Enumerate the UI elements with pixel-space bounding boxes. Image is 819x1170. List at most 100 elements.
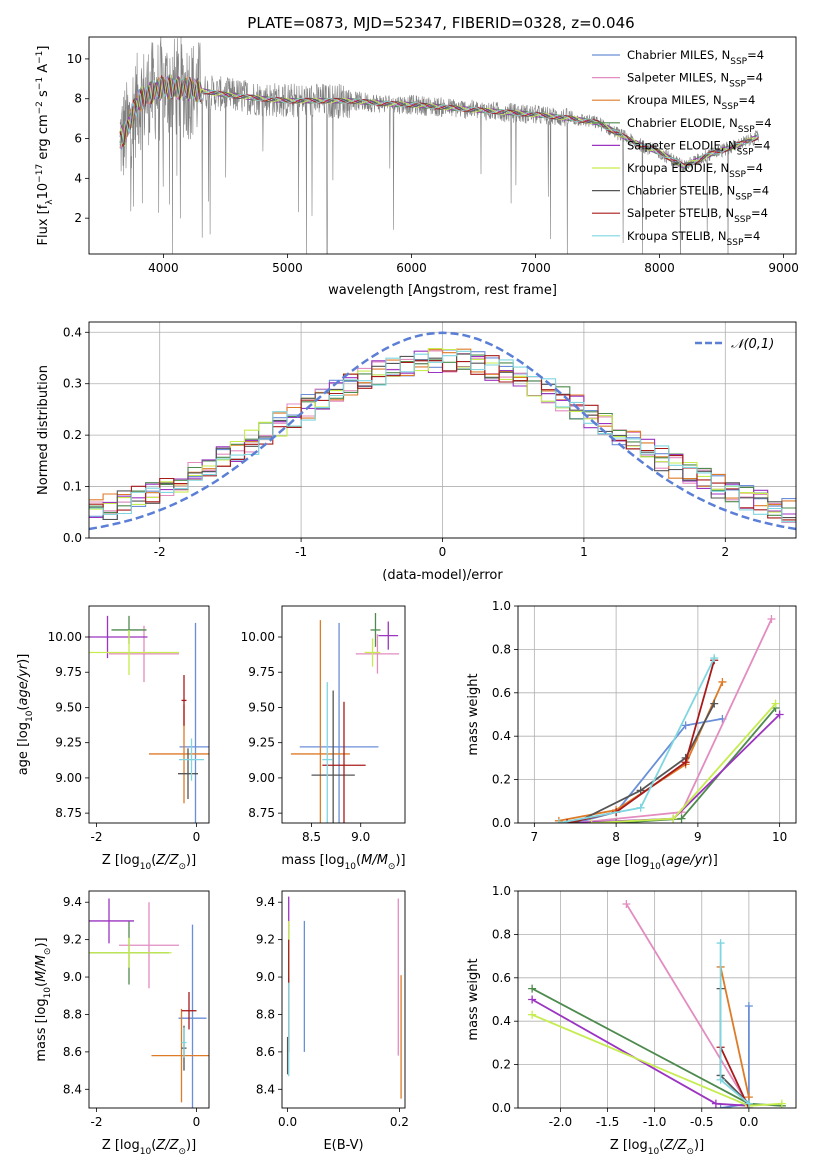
age-vs-metallicity-plot-area [89, 615, 209, 823]
y-tick-label: 9.0 [256, 970, 275, 984]
y-tick-label: 0.8 [492, 927, 511, 941]
y-tick-label: 0.1 [63, 480, 82, 494]
x-axis-label: E(B-V) [323, 1138, 363, 1153]
mass-vs-metallicity-frame [88, 890, 210, 1109]
weight-point-marker [767, 615, 776, 624]
weight-point-marker [771, 699, 780, 708]
y-tick-label: 8 [74, 92, 82, 106]
errorbar-point [355, 634, 400, 674]
weight-point-marker [718, 677, 727, 686]
y-tick-label: 0.6 [492, 686, 511, 700]
errorbar-point [181, 675, 187, 726]
errorbar-point [119, 902, 179, 989]
errorbar-point [322, 701, 366, 823]
y-tick-label: 0.6 [492, 971, 511, 985]
x-tick-label: 9000 [768, 261, 799, 275]
errorbar-point [181, 1027, 187, 1058]
errorbar-point [89, 937, 172, 968]
x-tick-label: 7000 [520, 261, 551, 275]
x-axis-label: Z [log10(Z/Z⊙)] [610, 1138, 704, 1157]
x-tick-label: 2 [721, 545, 729, 559]
age-vs-mass-frame [281, 605, 406, 824]
y-tick-label: 9.2 [256, 933, 275, 947]
x-tick-label: 7 [531, 830, 539, 844]
errorbar-point [181, 992, 197, 1030]
mass-vs-metallicity-plot-area [89, 898, 209, 1108]
weight-vs-metallicity-panel: -2.0 -1.5 -1.0 -0.5 0.0 0.0 0.2 0.4 0.6 0.8 1.0 Z [… [466, 884, 797, 1157]
y-tick-label: 8.75 [248, 806, 275, 820]
errorbar-point [299, 622, 379, 823]
weight-point-marker [775, 710, 784, 719]
x-axis-label: Z [log10(Z/Z⊙)] [102, 853, 196, 872]
errorbar-point [290, 620, 350, 823]
weight-series-line [625, 903, 750, 1107]
spectrum-frame [88, 36, 797, 255]
y-axis-label: age [log10(age/yr)] [16, 654, 35, 776]
histogram-miles-kroupa [89, 348, 796, 507]
weight-point-marker [528, 984, 537, 993]
weight-point-marker [636, 803, 645, 812]
weight-point-marker [528, 995, 537, 1004]
y-tick-label: 2 [74, 211, 82, 225]
weight-series-line [531, 1013, 782, 1107]
y-tick-label: 8.6 [256, 1045, 275, 1059]
weight-point-marker [554, 819, 563, 823]
figure-title: PLATE=0873, MJD=52347, FIBERID=0328, z=0… [247, 14, 634, 32]
y-tick-label: 9.25 [248, 736, 275, 750]
legend-entry: Salpeter MILES, NSSP=4 [627, 71, 763, 90]
x-tick-label: 0.0 [739, 1115, 758, 1129]
spectrum-plot-area [119, 37, 759, 254]
weight-point-marker [716, 939, 725, 948]
y-tick-label: 9.75 [55, 665, 82, 679]
y-tick-label: 0.2 [492, 773, 511, 787]
y-axis-label: Normed distribution [36, 365, 51, 495]
y-tick-label: 0.4 [492, 729, 511, 743]
x-tick-label: 0.2 [390, 1115, 409, 1129]
normal-reference-curve [89, 331, 796, 531]
x-tick-label: -0.5 [690, 1115, 713, 1129]
y-tick-label: 9.00 [248, 771, 275, 785]
x-tick-label: -1.5 [596, 1115, 619, 1129]
age-vs-mass-panel: 8.5 9.0 8.75 9.00 9.25 9.50 9.75 10.00 mass [log… [241, 605, 406, 872]
age-vs-metallicity-panel: -2 0 8.75 9.00 9.25 9.50 9.75 10.00 Z [log10(Z/Z… [16, 605, 210, 872]
legend-entry: 𝒩(0,1) [731, 337, 774, 352]
weight-point-marker [636, 786, 645, 795]
residuals-plot-area [89, 331, 796, 531]
y-tick-label: 0.0 [492, 1101, 511, 1115]
mass-vs-extinction-panel: 0.0 0.2 8.4 8.6 8.8 9.0 9.2 9.4 E(B-V) [256, 890, 409, 1153]
residuals-panel: -2 -1 0 1 2 0.0 0.1 0.2 0.3 0.4 𝒩(0,1) (data-model)… [36, 321, 797, 583]
weight-vs-age-panel: 7 8 9 10 0.0 0.2 0.4 0.6 0.8 1.0 age [log10(age/yr… [466, 599, 797, 872]
x-tick-label: 0 [439, 545, 447, 559]
legend-entry: Chabrier MILES, NSSP=4 [627, 48, 764, 67]
errorbar-point [179, 622, 209, 823]
y-axis-label: mass weight [466, 673, 481, 755]
weight-vs-metallicity-frame [517, 890, 797, 1109]
x-tick-label: -2.0 [549, 1115, 572, 1129]
y-tick-label: 0.3 [63, 377, 82, 391]
weight-point-marker [710, 654, 719, 663]
y-tick-label: 9.00 [55, 771, 82, 785]
x-tick-label: 8.5 [302, 830, 321, 844]
weight-point-marker [777, 1099, 786, 1108]
y-tick-label: 10 [67, 52, 82, 66]
weight-point-marker [528, 1010, 537, 1019]
histogram-stelib-salpeter [89, 355, 796, 521]
errorbar-point [370, 613, 381, 647]
y-axis-label: mass [log10(M/M⊙)] [34, 937, 53, 1061]
x-tick-label: -2 [91, 1115, 103, 1129]
y-tick-label: 10.00 [48, 630, 82, 644]
histogram-elodie-salpeter [89, 350, 796, 519]
weight-point-marker [716, 1075, 725, 1084]
residuals-frame [88, 321, 797, 539]
y-tick-label: 1.0 [492, 599, 511, 613]
legend-entry: Salpeter STELIB, NSSP=4 [627, 206, 768, 225]
age-vs-metallicity-frame [88, 605, 210, 824]
errorbar-point [179, 738, 204, 781]
x-tick-label: -2 [91, 830, 103, 844]
legend-entry: Chabrier ELODIE, NSSP=4 [627, 116, 772, 135]
model-spectrum-stelib-salpeter [119, 75, 759, 166]
x-axis-label: age [log10(age/yr)] [596, 853, 718, 872]
y-tick-label: 4 [74, 171, 82, 185]
errorbar-point [151, 1008, 209, 1103]
x-tick-label: 1 [580, 545, 588, 559]
